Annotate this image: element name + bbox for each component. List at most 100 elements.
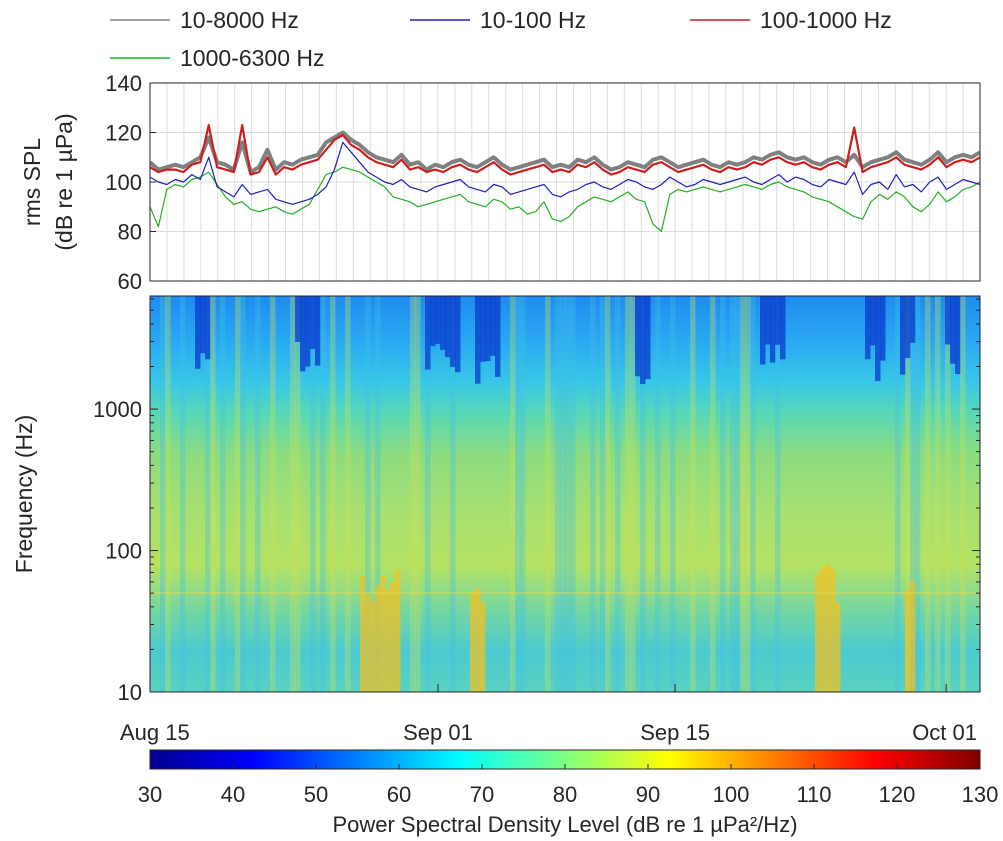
spectrogram-column <box>435 296 441 344</box>
spectrogram-column <box>590 296 596 692</box>
spectrogram-column <box>165 296 171 692</box>
spectrogram-column <box>290 296 296 692</box>
spectrogram-column <box>430 296 436 347</box>
spectrogram-column <box>180 296 186 692</box>
spectrogram-column <box>960 296 966 692</box>
spectrogram-column <box>950 296 956 364</box>
colorbar: 30 40 50 60 70 80 90 100 110 120 130 Power Spectra… <box>138 749 998 837</box>
spectrogram-columns <box>150 296 980 692</box>
spectrogram-column <box>375 585 381 692</box>
spectrogram-frame <box>149 295 981 693</box>
spectrogram-column <box>425 296 431 370</box>
legend: 10-8000 Hz 10-100 Hz 100-1000 Hz 1000-6300 … <box>110 7 892 71</box>
legend-label: 1000-6300 Hz <box>180 45 325 71</box>
spectrogram-column <box>205 296 211 692</box>
colorbar-tick-label: 60 <box>387 782 411 807</box>
spectrogram-column <box>520 296 526 692</box>
spectrogram-column <box>510 296 516 692</box>
spectrogram-column <box>600 296 606 692</box>
spectrogram-column <box>365 594 371 692</box>
spectrogram-column <box>740 296 746 692</box>
spectrogram-column <box>910 296 916 692</box>
series-line <box>150 123 980 176</box>
spectrogram-column <box>910 581 916 692</box>
spectrogram-column <box>295 296 301 692</box>
spectrogram-image <box>150 296 980 692</box>
x-tick-label: Aug 15 <box>120 720 190 745</box>
colorbar-tick-label: 90 <box>636 782 660 807</box>
spectrogram-column <box>375 296 381 692</box>
spectrogram-column <box>480 601 486 692</box>
spectrogram-column <box>450 296 456 367</box>
spectrogram-column <box>925 296 931 692</box>
spectrogram-column <box>455 296 461 373</box>
x-tick-label: Sep 01 <box>403 720 473 745</box>
spectrogram-column <box>445 296 451 358</box>
spectrogram-column <box>195 296 201 369</box>
spectrogram-column <box>480 296 486 362</box>
series-line <box>150 166 980 233</box>
spectrogram-column <box>905 296 911 692</box>
colorbar-tick-label: 100 <box>713 782 750 807</box>
colorbar-tick-label: 80 <box>553 782 577 807</box>
line-chart-ylabel-line1: rms SPL <box>19 138 45 226</box>
x-tick-label: Oct 01 <box>912 720 977 745</box>
spectrogram-column <box>830 569 836 692</box>
spectrogram-column <box>935 296 941 692</box>
legend-label: 10-100 Hz <box>480 7 586 33</box>
spectrogram-column <box>565 296 571 692</box>
series-line <box>150 130 980 175</box>
spectrogram-column <box>270 296 276 692</box>
spectrogram-column <box>820 566 826 692</box>
spectrogram-column <box>385 589 391 692</box>
spectrogram-column <box>640 296 646 385</box>
spectrogram-column <box>515 296 521 692</box>
spectrogram-column <box>605 296 611 692</box>
line-chart-y-ticks: 60 80 100 120 140 <box>105 71 156 294</box>
spectrogram-column <box>655 296 661 692</box>
spectrogram-column <box>835 602 841 692</box>
line-chart-series <box>150 123 980 233</box>
spectrogram-column <box>770 296 776 363</box>
spectrogram-column <box>775 296 781 345</box>
spectrogram-column <box>560 296 566 692</box>
spectrogram-column <box>450 296 456 692</box>
spectrogram-column <box>645 296 651 380</box>
spectrogram-column <box>630 296 636 692</box>
y-tick-label: 140 <box>105 71 142 96</box>
spectrogram: 10 100 1000 Aug 15 Sep 01 Sep 15 Oct 01 Frequ… <box>11 295 981 745</box>
spectrogram-column <box>720 296 726 692</box>
spectrogram-column <box>425 296 431 692</box>
spectrogram-column <box>315 296 321 366</box>
spectrogram-column <box>305 296 311 367</box>
y-tick-label: 1000 <box>93 397 142 422</box>
line-chart: 60 80 100 120 140 rms SPL (dB re 1 µPa) <box>19 71 981 294</box>
legend-label: 10-8000 Hz <box>180 7 299 33</box>
y-tick-label: 80 <box>118 220 142 245</box>
line-chart-ylabel-line2: (dB re 1 µPa) <box>51 113 77 250</box>
spectrogram-ylabel: Frequency (Hz) <box>11 415 37 573</box>
x-tick-label: Sep 15 <box>640 720 710 745</box>
spectrogram-column <box>310 296 316 349</box>
spectrogram-column <box>905 590 911 692</box>
spectrogram-column <box>395 569 401 692</box>
spectrogram-column <box>915 296 921 692</box>
spectrogram-column <box>210 296 216 692</box>
spectrogram-column <box>485 296 491 362</box>
colorbar-tick-label: 40 <box>221 782 245 807</box>
y-tick-label: 60 <box>118 269 142 294</box>
spectrogram-column <box>615 296 621 692</box>
spectrogram-column <box>875 296 881 382</box>
spectrogram-column <box>870 296 876 346</box>
spectrogram-column <box>495 296 501 377</box>
spectrogram-column <box>745 296 751 692</box>
spectrogram-column <box>640 296 646 692</box>
spectrogram-column <box>490 296 496 356</box>
colorbar-tick-label: 70 <box>470 782 494 807</box>
spectrogram-column <box>440 296 446 350</box>
spectrogram-column <box>200 296 206 354</box>
spectrogram-column <box>780 296 786 360</box>
spectrogram-column <box>360 576 366 692</box>
spectrogram-column <box>475 296 481 384</box>
